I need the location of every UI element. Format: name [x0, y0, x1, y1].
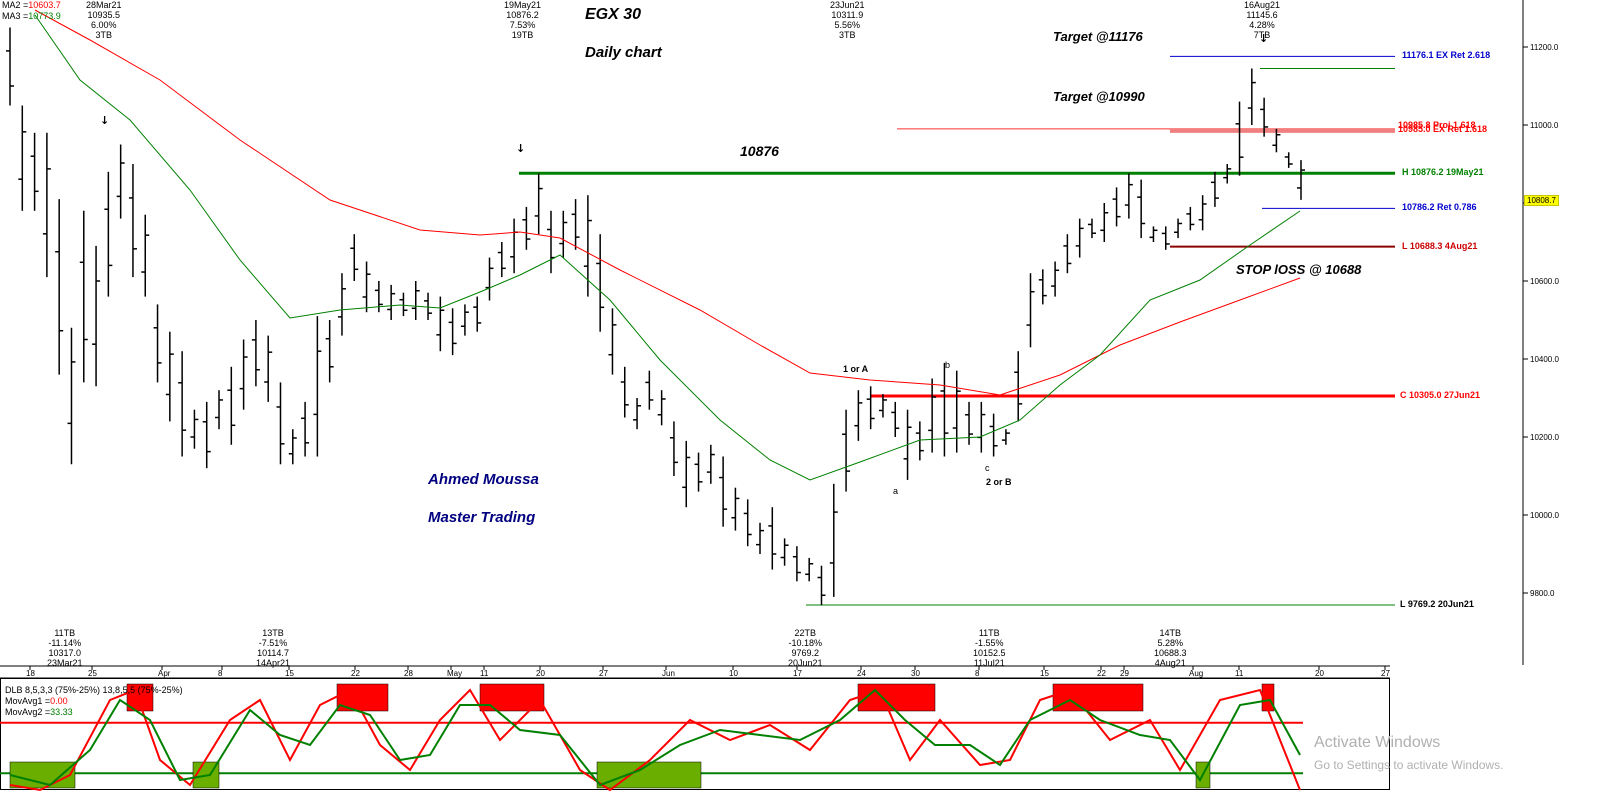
level-10876-label: 10876 [740, 143, 779, 159]
ma3-legend-value: 10773.9 [28, 11, 61, 21]
x-tick-label: 11 [1235, 669, 1244, 678]
x-tick-label: Aug [1189, 669, 1203, 678]
overbought-zone [857, 683, 936, 712]
wave-b-label: b [945, 360, 951, 370]
x-tick-label: 17 [793, 669, 802, 678]
level-label-10876: H 10876.2 19May21 [1402, 167, 1484, 177]
last-price-badge: 10808.7 [1524, 195, 1559, 206]
x-tick-label: 22 [351, 669, 360, 678]
wave-1-label: 1 or A [843, 364, 869, 374]
bottom-signal-3: 22TB -10.18% 9769.2 20Jun21 [788, 628, 823, 668]
top-signal-1: 28Mar21 10935.5 6.00% 3TB [86, 0, 122, 40]
y-tick-label: 11000.0 [1530, 121, 1559, 130]
activate-windows-title: Activate Windows [1314, 734, 1441, 751]
level-label-10305: C 10305.0 27Jun21 [1400, 390, 1481, 400]
ma-legend: MA2 =10603.7 MA3 =10773.9 [2, 0, 61, 22]
ma2-line [34, 9, 1301, 396]
oscillator-slow-line [9, 688, 1301, 787]
x-tick-label: 18 [26, 669, 35, 678]
y-tick-label: 10400.0 [1530, 355, 1559, 364]
stop-loss-label: STOP lOSS @ 10688 [1236, 262, 1362, 277]
signal-arrow-icon: ↓ [516, 142, 525, 155]
x-tick-label: 20 [1315, 669, 1324, 678]
ma2-legend-value: 10603.7 [28, 0, 61, 10]
y-tick-label: 11200.0 [1530, 43, 1559, 52]
oscillator-frame [0, 678, 1390, 790]
signal-arrow-icon: ↓ [100, 114, 109, 127]
y-tick-label: 10200.0 [1530, 433, 1559, 442]
x-tick-label: 8 [218, 669, 223, 678]
y-tick-label: 10000.0 [1530, 511, 1559, 520]
oscillator-legend: DLB 8,5,3,3 (75%-25%) 13,8,5,5 (75%-25%)… [5, 685, 183, 718]
y-tick-label: 9800.0 [1530, 589, 1555, 598]
ma3-legend-row: MA3 =10773.9 [2, 11, 61, 22]
bottom-signal-4: 11TB -1.55% 10152.5 11Jul21 [973, 628, 1006, 668]
bottom-signal-5: 14TB 5.28% 10688.3 4Aug21 [1154, 628, 1187, 668]
x-tick-label: 27 [599, 669, 608, 678]
x-tick-label: 15 [1040, 669, 1049, 678]
bottom-signal-1: 11TB -11.14% 10317.0 23Mar21 [47, 628, 83, 668]
wave-c-label: c [985, 463, 990, 473]
movavg1-value: 0.00 [50, 696, 68, 706]
bottom-signal-2: 13TB -7.51% 10114.7 14Apr21 [256, 628, 291, 668]
x-tick-label: 10 [729, 669, 738, 678]
wave-2-label: 2 or B [986, 477, 1012, 487]
x-tick-label: 15 [285, 669, 294, 678]
level-label-10985-ex: 10985.0 EX Ret 1.618 [1398, 124, 1488, 134]
chart-title: EGX 30 [585, 6, 642, 23]
level-label-10786: 10786.2 Ret 0.786 [1402, 202, 1477, 212]
top-signal-3: 23Jun21 10311.9 5.56% 3TB [830, 0, 865, 40]
x-tick-label: 28 [404, 669, 413, 678]
oscillator-fast-line [9, 688, 1301, 792]
movavg2-label: MovAvg2 = [5, 707, 51, 717]
x-tick-label: 25 [88, 669, 97, 678]
x-tick-label: 22 [1097, 669, 1106, 678]
x-tick-label: Apr [158, 669, 171, 678]
y-tick-label: 10600.0 [1530, 277, 1559, 286]
signal-arrow-icon: ↓ [1259, 32, 1268, 45]
target-2-label: Target @10990 [1053, 89, 1145, 104]
oversold-zone [596, 761, 702, 789]
oscillator-title: DLB 8,5,3,3 (75%-25%) 13,8,5,5 (75%-25%) [5, 685, 183, 695]
x-tick-label: 24 [857, 669, 866, 678]
level-label-10688: L 10688.3 4Aug21 [1402, 241, 1478, 251]
activate-windows-subtitle: Go to Settings to activate Windows. [1314, 758, 1504, 772]
x-tick-label: 27 [1381, 669, 1390, 678]
x-tick-label: 8 [975, 669, 980, 678]
chart-subtitle: Daily chart [585, 44, 662, 61]
x-tick-label: Jun [662, 669, 675, 678]
x-tick-label: May [447, 669, 462, 678]
level-label-9769: L 9769.2 20Jun21 [1400, 599, 1474, 609]
level-label-11176: 11176.1 EX Ret 2.618 [1402, 50, 1491, 60]
movavg1-label: MovAvg1 = [5, 696, 51, 706]
x-tick-label: 30 [911, 669, 920, 678]
x-tick-label: 29 [1120, 669, 1129, 678]
top-signal-2: 19May21 10876.2 7.53% 19TB [504, 0, 542, 40]
movavg1-row: MovAvg1 =0.00 [5, 696, 183, 707]
brand-label: Master Trading [428, 509, 536, 526]
ma2-legend-label: MA2 = [2, 0, 29, 10]
ma2-legend-row: MA2 =10603.7 [2, 0, 61, 11]
wave-a-label: a [893, 486, 899, 496]
ma3-legend-label: MA3 = [2, 11, 29, 21]
overbought-zone [1052, 683, 1144, 712]
ma3-line [34, 14, 1301, 481]
top-signal-4: 16Aug21 11145.6 4.28% 7TB [1244, 0, 1281, 40]
author-label: Ahmed Moussa [428, 471, 539, 488]
x-tick-label: 20 [536, 669, 545, 678]
level-label-10985-proj: 10985.8 Proj 1.618 [1398, 120, 1476, 130]
movavg2-row: MovAvg2 =33.33 [5, 707, 183, 718]
target-1-label: Target @11176 [1053, 29, 1143, 44]
movavg2-value: 33.33 [50, 707, 73, 717]
x-tick-label: 11 [480, 669, 489, 678]
